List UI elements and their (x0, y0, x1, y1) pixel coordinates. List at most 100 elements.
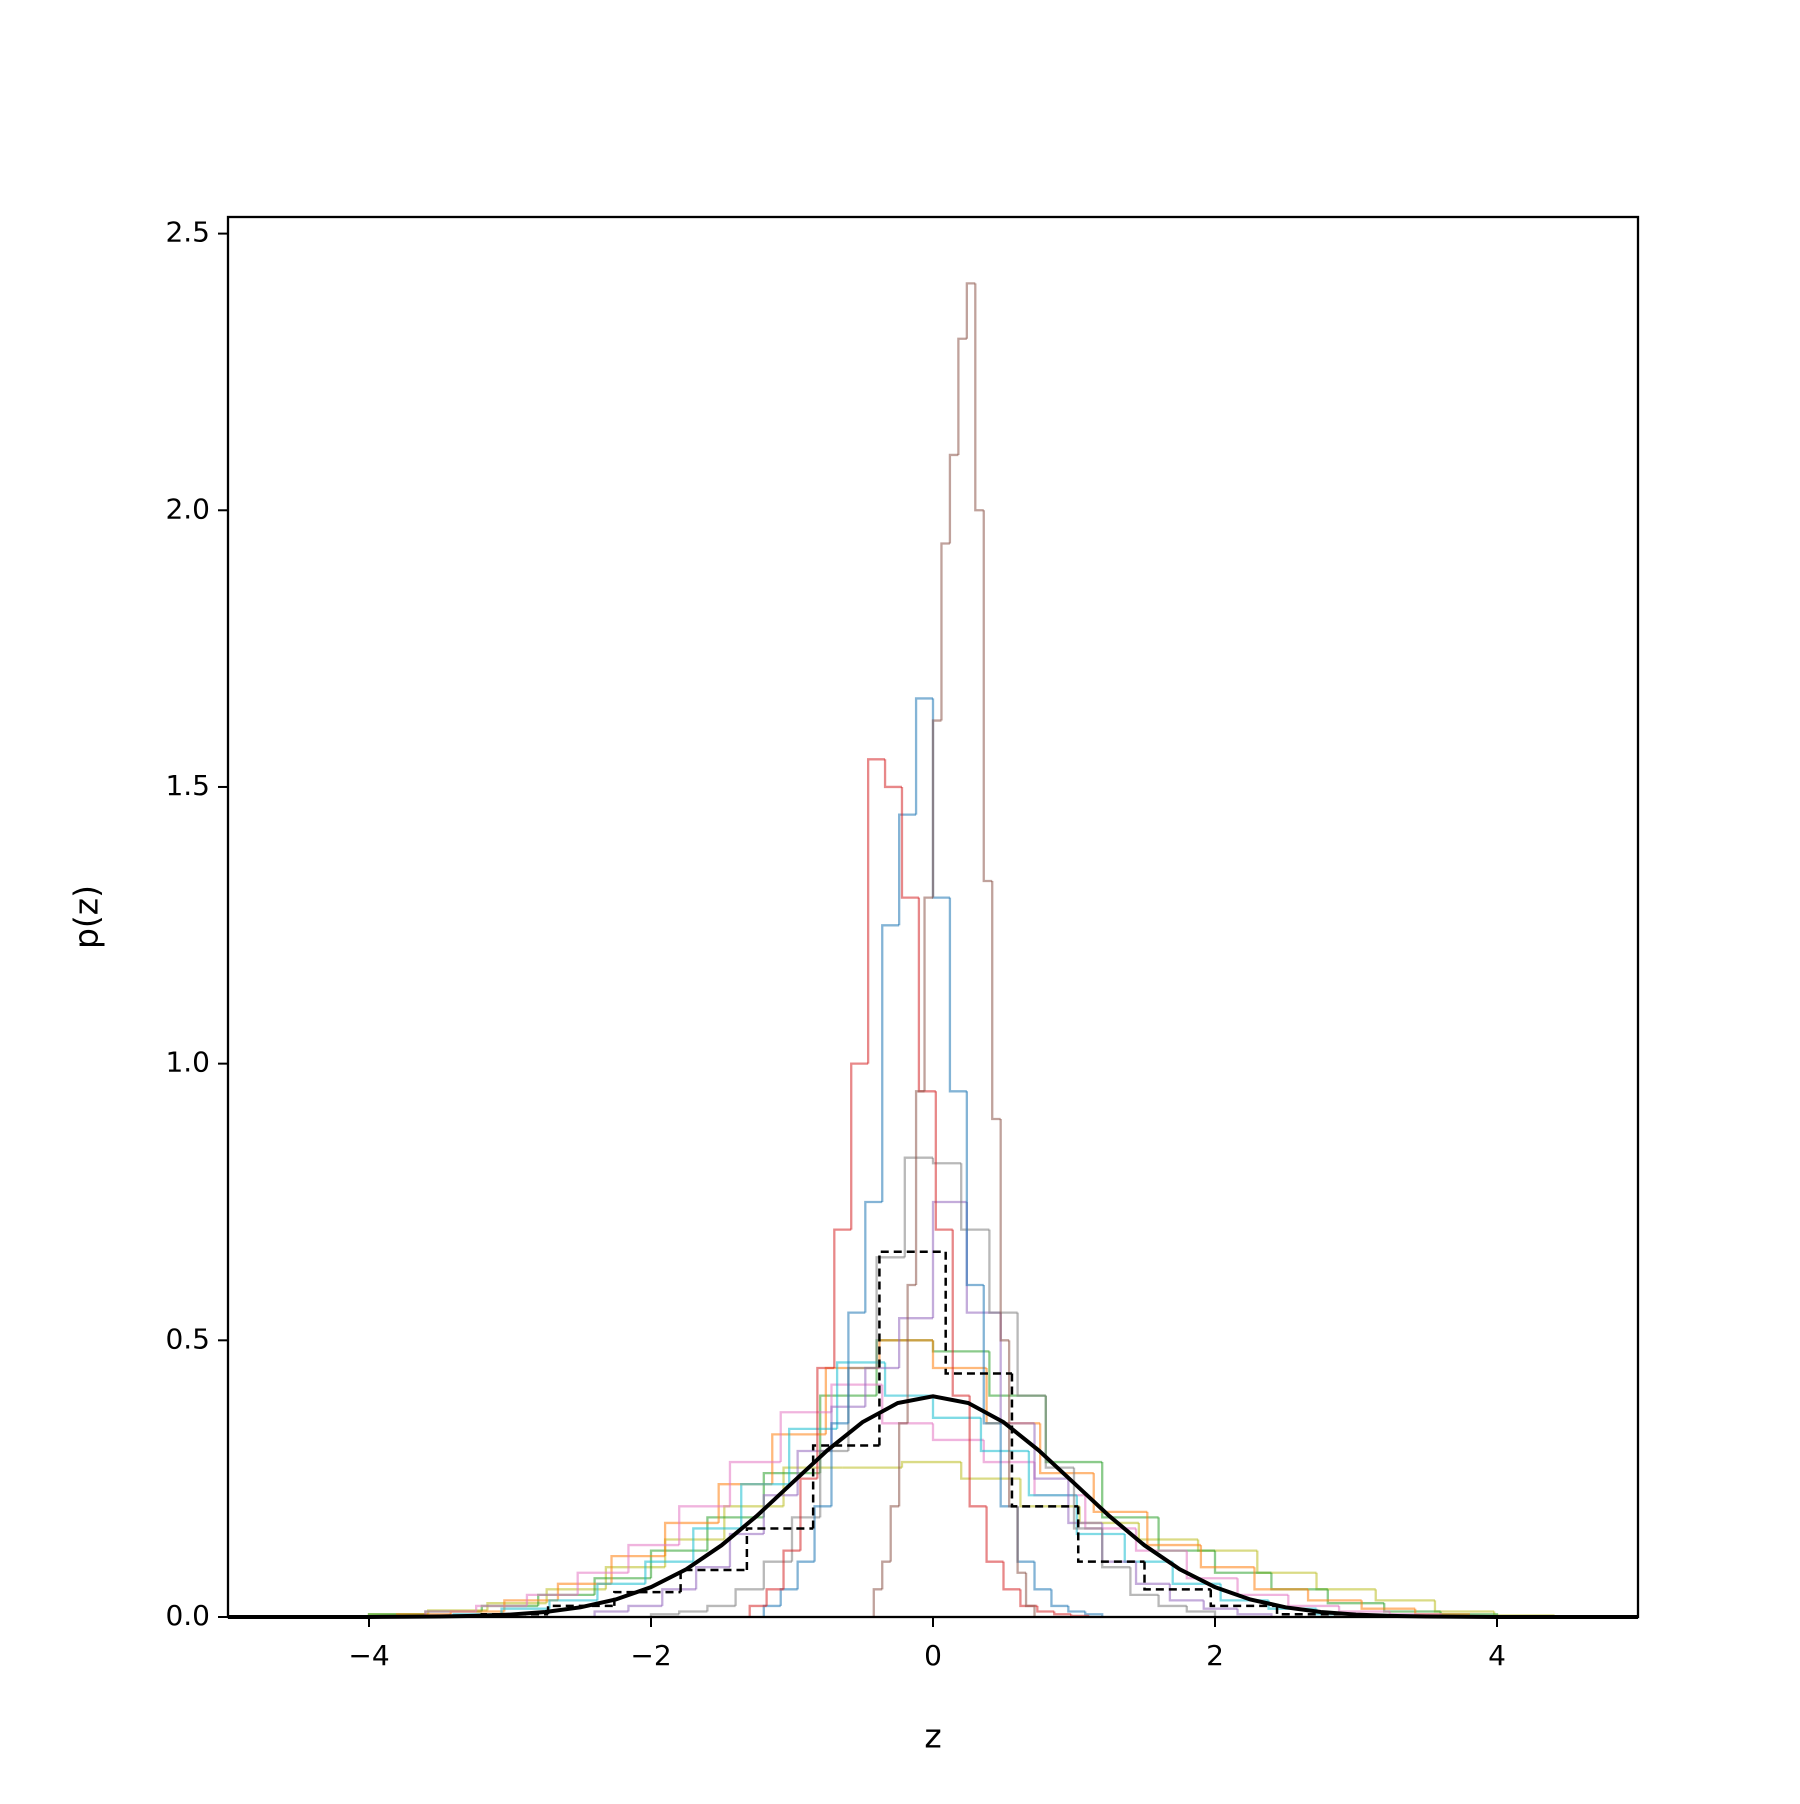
histogram-step (679, 1568, 747, 1593)
histogram-step (1076, 1506, 1145, 1563)
y-tick-label: 0.5 (165, 1322, 210, 1355)
histogram-step (883, 1362, 933, 1397)
histogram-step (985, 1506, 1004, 1563)
histogram-step (811, 1444, 880, 1529)
histogram-step (1101, 1462, 1159, 1519)
histogram-step (999, 1118, 1010, 1342)
histogram-step (779, 1588, 798, 1606)
histogram-step (988, 1229, 1018, 1314)
histogram-step (881, 1384, 933, 1425)
histogram-step (500, 1607, 550, 1615)
y-tick-label: 2.5 (165, 216, 210, 249)
histogram-step (931, 1423, 984, 1442)
histogram-step (965, 1091, 984, 1287)
histogram-step (556, 1582, 612, 1601)
histogram-step (678, 1505, 730, 1546)
histogram-step (1067, 1605, 1086, 1613)
histogram-step (694, 1566, 730, 1590)
histogram-step (1253, 1567, 1309, 1591)
histogram-step (1383, 1603, 1441, 1613)
x-tick-label: 4 (1488, 1639, 1506, 1672)
histogram-step (944, 1251, 1012, 1375)
histogram-step (1275, 1605, 1345, 1617)
histogram-step (1433, 1600, 1495, 1613)
histogram-step (833, 1228, 852, 1368)
histogram-step (866, 758, 886, 1064)
histogram-step (1092, 1473, 1148, 1514)
histogram-step (1010, 1373, 1079, 1508)
histogram-step (914, 697, 933, 815)
y-tick-label: 2.0 (165, 492, 210, 525)
histogram-step (850, 1062, 869, 1230)
histogram-step (974, 283, 984, 512)
histogram-step (1270, 1572, 1328, 1591)
histogram-step (878, 1250, 946, 1446)
histogram-step (728, 1460, 781, 1507)
histogram-step (593, 1577, 651, 1595)
histogram-step (1101, 1528, 1131, 1569)
histogram-step (762, 1494, 798, 1534)
histogram-step (1033, 1423, 1069, 1480)
histogram-step (881, 1560, 891, 1590)
histogram-step (1185, 1550, 1238, 1580)
histogram-step (991, 881, 1001, 1121)
histogram-step (881, 924, 900, 1202)
x-tick-label: −4 (348, 1639, 389, 1672)
histogram-step (898, 813, 917, 926)
histogram-step (883, 759, 902, 789)
histogram-step (1143, 1561, 1211, 1591)
histogram-step (875, 1256, 905, 1368)
histogram-step (1315, 1572, 1376, 1591)
histogram-step (788, 1427, 838, 1485)
histogram-step (923, 896, 933, 1092)
histogram-step (948, 453, 959, 544)
histogram-step (979, 1417, 1029, 1453)
histogram-step (728, 1532, 764, 1568)
histogram-step (1053, 1611, 1072, 1616)
histogram-step (799, 1477, 818, 1551)
histogram-step (661, 1588, 697, 1606)
histogram-step (796, 1560, 815, 1590)
histogram-step (931, 1157, 962, 1165)
histogram-step (748, 1604, 767, 1617)
histogram-step (951, 1229, 970, 1397)
histogram-step (819, 1394, 877, 1474)
histogram-step (948, 897, 967, 1093)
histogram-step (545, 1588, 606, 1604)
histogram-step (610, 1554, 666, 1584)
histogram-step (1236, 1608, 1273, 1617)
histogram-step (931, 719, 942, 898)
histogram-step (940, 542, 950, 721)
histogram-step (1024, 1572, 1036, 1617)
histogram-step (931, 698, 950, 899)
histogram-step (1067, 1478, 1103, 1525)
histogram-step (779, 1411, 832, 1463)
y-axis-label: p(z) (67, 885, 106, 949)
histogram-step (898, 1422, 908, 1507)
histogram-step (692, 1527, 742, 1562)
histogram-step (960, 1163, 990, 1231)
histogram-step (872, 1588, 883, 1617)
histogram-step (1129, 1567, 1159, 1597)
histogram-step (914, 1090, 925, 1285)
histogram-step (1134, 1561, 1170, 1585)
histogram-step (1168, 1583, 1204, 1602)
histogram-step (596, 1582, 646, 1601)
histogram-step (1033, 1561, 1052, 1591)
histogram-step (525, 1593, 578, 1606)
histogram-step (1326, 1589, 1385, 1605)
histogram-step (762, 1560, 792, 1590)
histogram-step (1016, 1506, 1027, 1574)
histogram-step (1213, 1550, 1272, 1574)
histogram-step (1044, 1395, 1074, 1469)
histogram-step (1171, 1561, 1221, 1585)
histogram-step (1374, 1589, 1435, 1602)
histogram-step (762, 1604, 781, 1617)
histogram-step (644, 1560, 694, 1584)
histogram-step (782, 1549, 801, 1590)
histogram-step (1072, 1467, 1103, 1530)
y-tick-label: 1.5 (165, 769, 210, 802)
histogram-step (965, 282, 976, 339)
histogram-step (734, 1588, 764, 1606)
